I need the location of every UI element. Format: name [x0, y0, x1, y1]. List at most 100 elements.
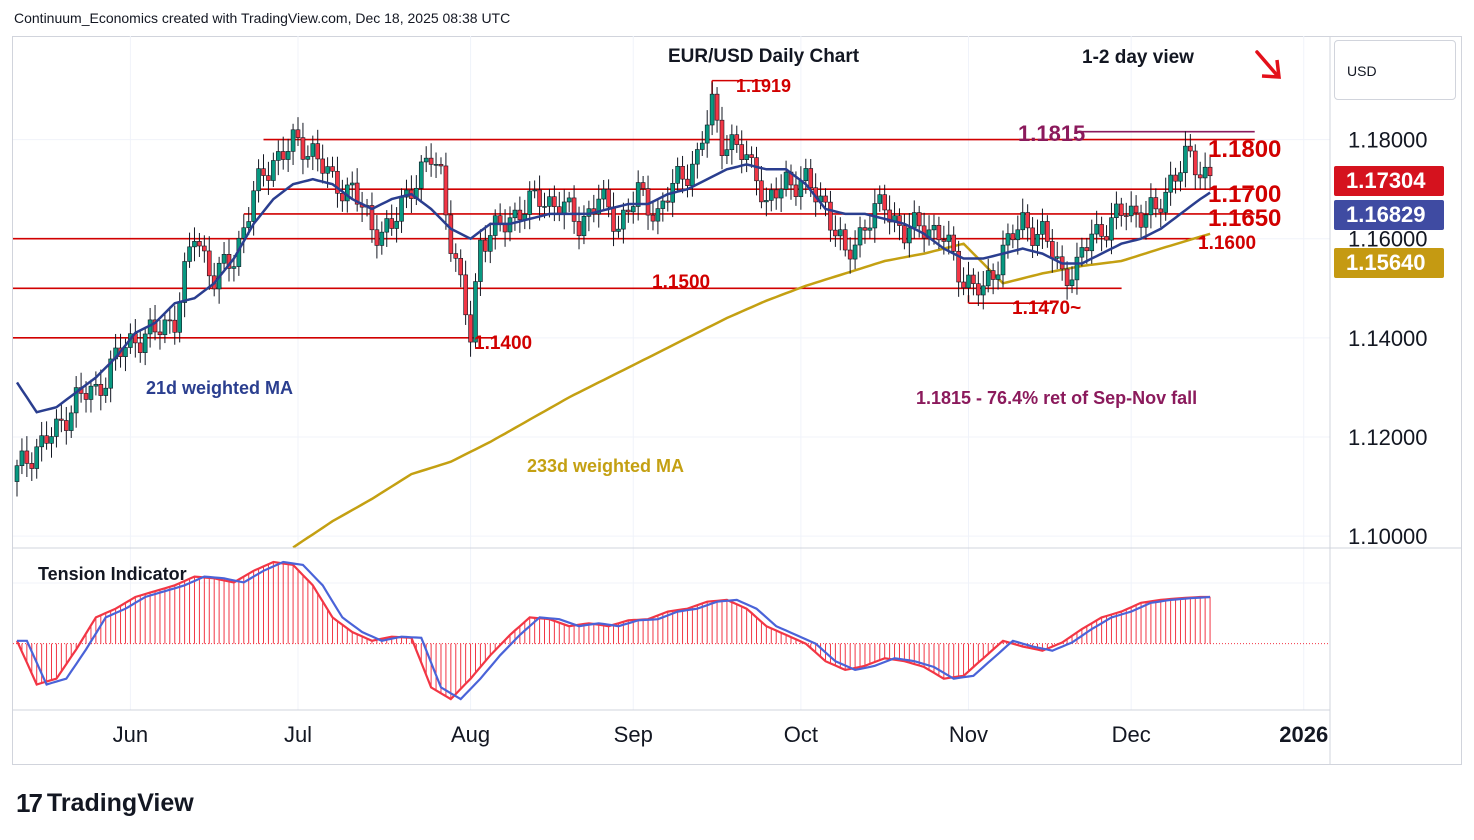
candle: [724, 135, 730, 165]
candle-body: [340, 192, 345, 202]
candle-body: [1197, 174, 1203, 179]
currency-selector[interactable]: USD: [1334, 40, 1456, 100]
candle-body: [946, 234, 952, 242]
candle: [626, 198, 631, 223]
candle-body: [1064, 268, 1070, 286]
candle: [280, 136, 286, 170]
candle: [616, 215, 621, 238]
candle: [44, 421, 49, 450]
candle-body: [177, 302, 182, 333]
annotation: 233d weighted MA: [527, 456, 684, 476]
x-tick-label: Dec: [1112, 722, 1151, 747]
candle: [650, 200, 656, 231]
candle: [162, 312, 168, 344]
candle-body: [29, 463, 35, 469]
candle-body: [961, 281, 966, 289]
candle: [995, 261, 1001, 290]
level-label: 1.1800: [1208, 136, 1281, 163]
candle-body: [808, 168, 814, 189]
candle-body: [1178, 172, 1183, 182]
level-label: 1.1400: [474, 333, 532, 354]
candle: [182, 252, 187, 318]
candle: [256, 159, 261, 203]
candle-body: [453, 253, 459, 259]
candle-body: [956, 250, 961, 283]
candle-body: [749, 154, 754, 158]
candle: [354, 168, 360, 212]
tradingview-logo[interactable]: 17 TradingView: [16, 788, 194, 818]
candle-body: [271, 160, 276, 181]
candle: [665, 186, 671, 212]
candle-body: [719, 119, 725, 156]
candle-body: [842, 229, 848, 251]
candle-body: [630, 206, 636, 213]
candle: [985, 258, 991, 293]
candle-body: [1153, 197, 1159, 210]
candle: [867, 214, 873, 239]
candle: [1000, 230, 1006, 288]
candle: [990, 263, 996, 295]
candle: [1094, 210, 1099, 244]
candle: [487, 222, 493, 264]
candle: [887, 195, 892, 235]
candle-body: [616, 228, 621, 232]
candle: [1192, 144, 1198, 190]
candle: [394, 207, 399, 243]
candle-body: [857, 227, 863, 246]
annotation: 21d weighted MA: [146, 378, 293, 398]
x-tick-label: 2026: [1279, 722, 1328, 747]
x-tick-label: Jun: [113, 722, 148, 747]
candle-body: [246, 221, 252, 229]
candle: [137, 329, 143, 363]
candle: [581, 205, 587, 245]
candle: [828, 190, 833, 242]
candle: [1050, 229, 1055, 273]
candle: [749, 146, 754, 168]
candle: [571, 185, 577, 234]
candle: [295, 117, 301, 146]
candle: [768, 183, 774, 212]
candle-body: [724, 149, 730, 156]
candle-body: [990, 270, 996, 280]
candle-body: [39, 435, 44, 448]
candle: [596, 184, 602, 228]
candle-body: [157, 331, 163, 336]
candle: [788, 164, 794, 200]
candle: [251, 181, 256, 236]
candle: [192, 227, 197, 262]
candle-body: [300, 137, 306, 160]
candle: [1207, 156, 1213, 190]
candle: [680, 155, 685, 194]
candle: [202, 235, 207, 263]
candle: [68, 405, 74, 438]
candle-body: [438, 164, 444, 167]
candle: [1084, 237, 1090, 264]
candle-body: [473, 281, 478, 343]
candle: [478, 229, 483, 296]
candle: [349, 171, 355, 199]
candle: [142, 327, 148, 366]
candle: [1202, 152, 1208, 190]
candle: [1064, 261, 1070, 300]
candle-body: [68, 412, 74, 431]
candle: [133, 319, 138, 358]
arrow-shaft: [1255, 50, 1278, 76]
candle-body: [502, 223, 508, 233]
candle-body: [14, 465, 20, 482]
candle-body: [404, 189, 409, 198]
candle-body: [221, 254, 227, 264]
candle: [882, 184, 887, 224]
candle: [384, 210, 390, 247]
candle: [1045, 215, 1050, 248]
candle-body: [59, 418, 64, 421]
candle-body: [399, 196, 404, 222]
candle-body: [916, 212, 922, 227]
candle: [113, 333, 118, 371]
candle-body: [428, 157, 434, 165]
candle-body: [1094, 224, 1099, 235]
candle-body: [433, 164, 439, 166]
candle-body: [123, 347, 128, 357]
candle-body: [768, 189, 774, 201]
candle-body: [852, 244, 858, 260]
